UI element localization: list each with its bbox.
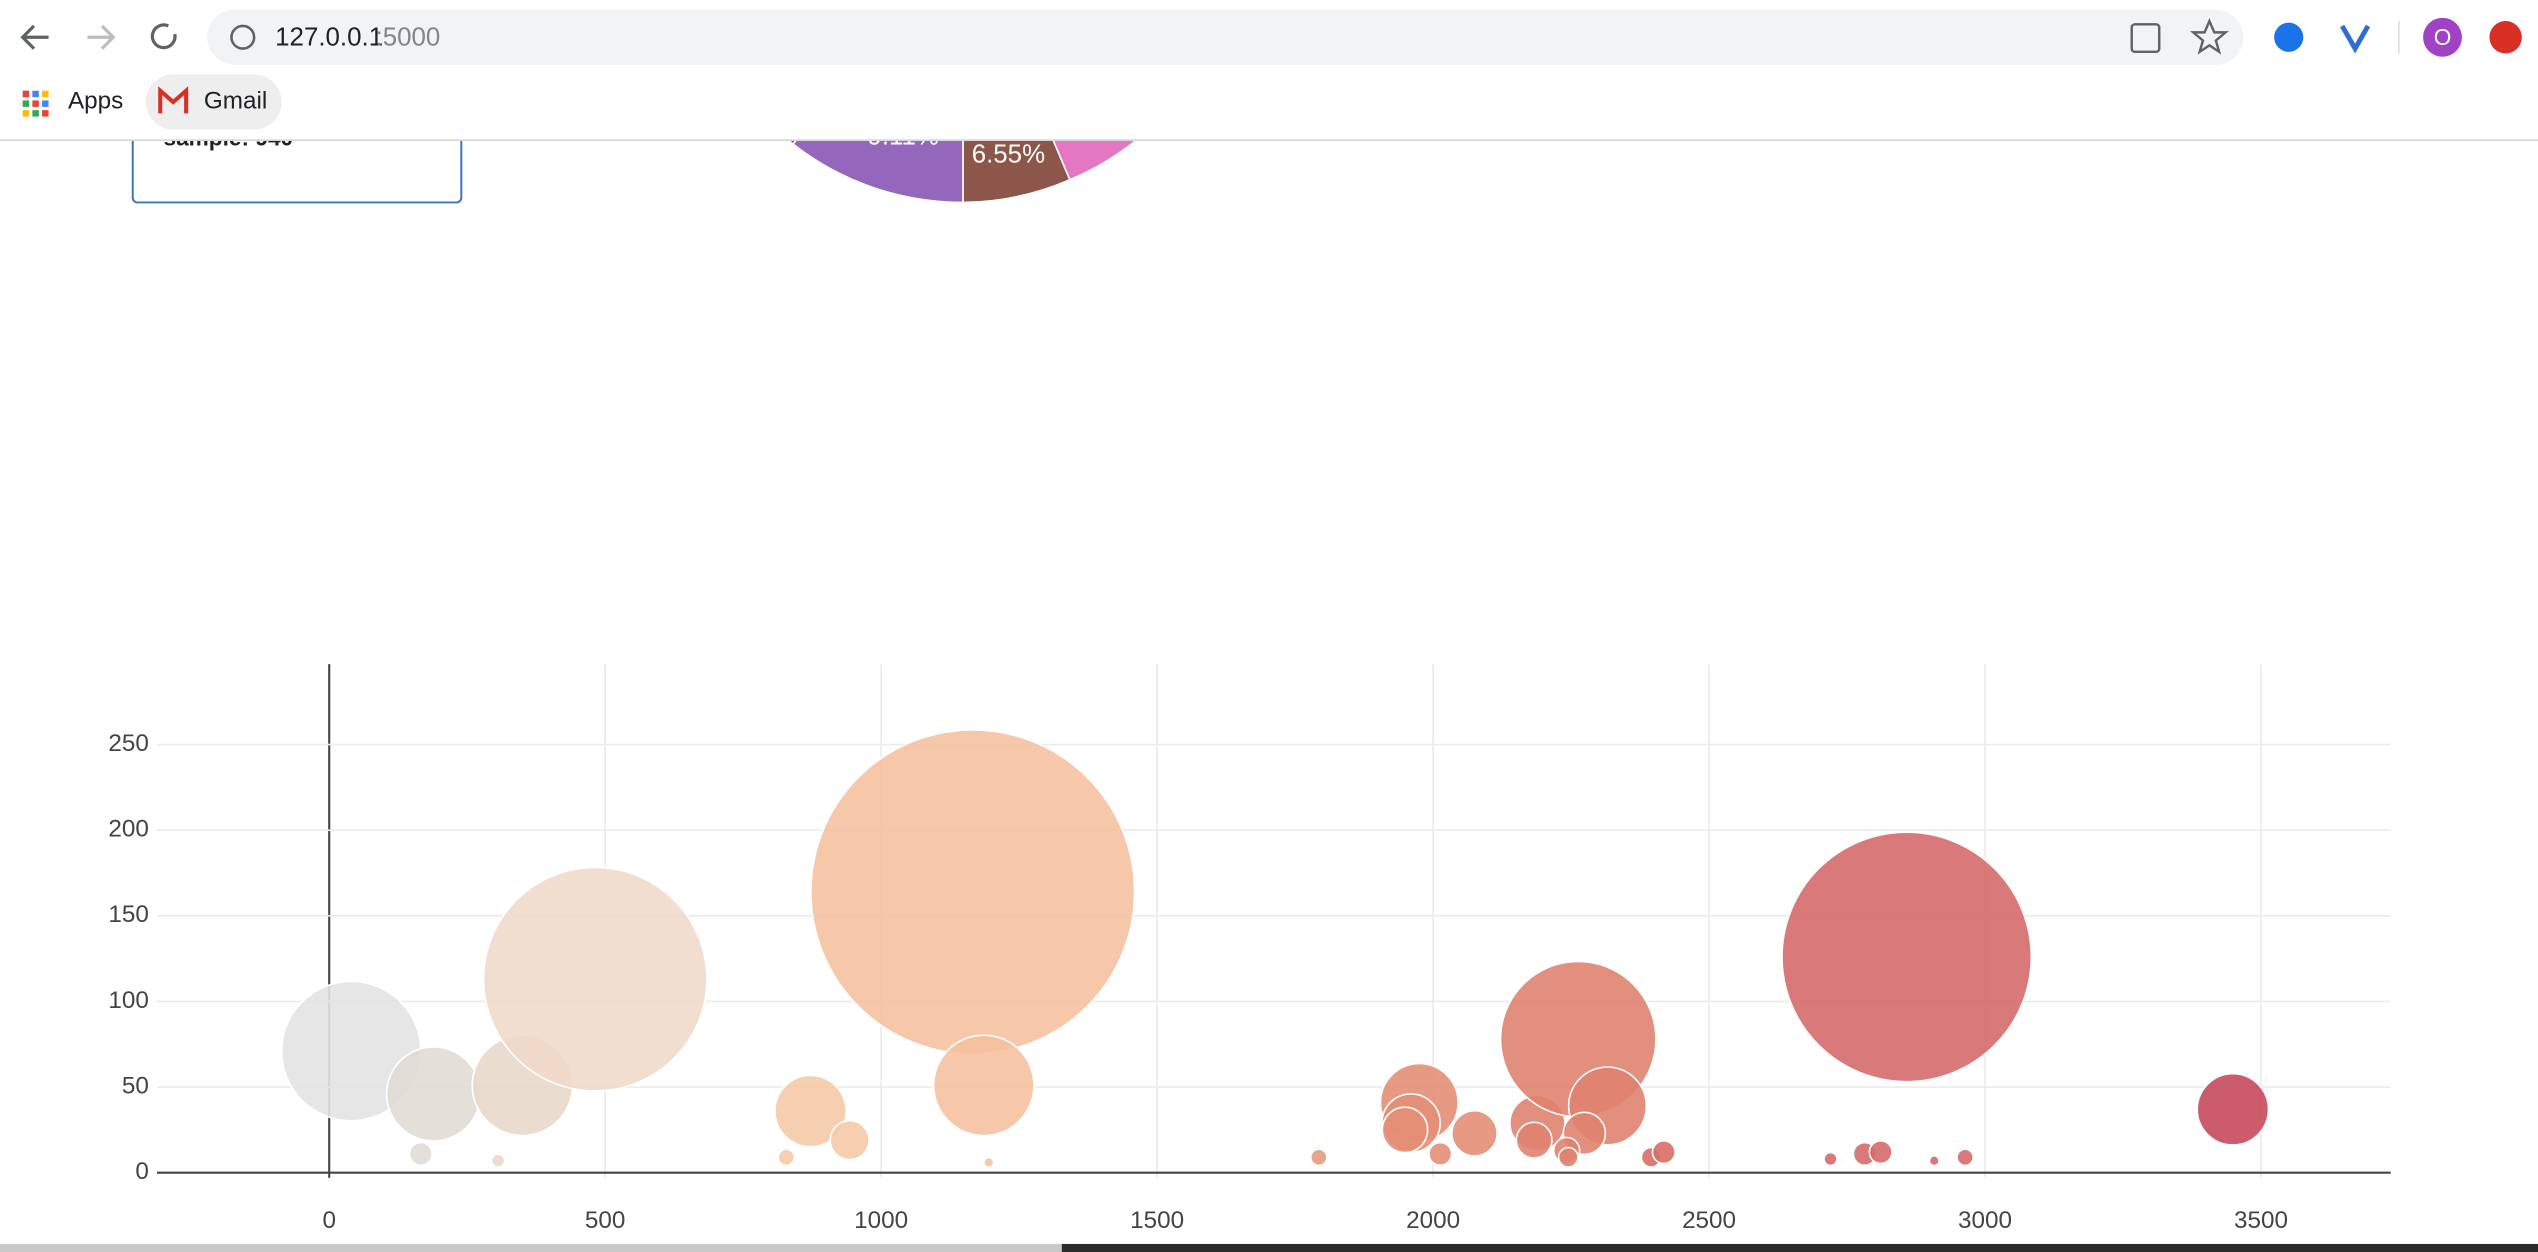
- bubble: [1381, 1106, 1429, 1154]
- gmail-icon: [158, 86, 189, 114]
- editor-strip: [1061, 1243, 2538, 1252]
- bubble: [482, 866, 708, 1092]
- x-tick-label: 2500: [1682, 1207, 1736, 1234]
- bubble: [810, 729, 1136, 1055]
- reload-button[interactable]: [150, 23, 177, 50]
- bubble: [1428, 1141, 1453, 1167]
- update-icon[interactable]: [2489, 21, 2522, 54]
- bubble: [1451, 1109, 1498, 1157]
- y-tick-label: 150: [108, 901, 148, 928]
- x-tick-label: 1500: [1130, 1207, 1184, 1234]
- bubble: [1515, 1121, 1553, 1159]
- profile-avatar[interactable]: [2423, 17, 2462, 57]
- bubble: [1781, 831, 2033, 1083]
- x-tick-label: 3000: [1958, 1207, 2012, 1234]
- forward-button[interactable]: [87, 24, 116, 50]
- bubble: [932, 1034, 1035, 1137]
- bookmark-chip[interactable]: [145, 74, 282, 130]
- y-tick-label: 50: [122, 1072, 149, 1099]
- browser-header: 127.0.0.1 :5000 O Apps Gmail: [0, 0, 2538, 141]
- bookmark-star[interactable]: [2189, 17, 2229, 55]
- bubble: [1309, 1148, 1328, 1167]
- bookmark-apps[interactable]: Apps: [68, 87, 123, 114]
- bubble: [385, 1046, 482, 1142]
- bubble: [829, 1119, 870, 1161]
- bubble: [1928, 1155, 1940, 1167]
- bubble: [1823, 1151, 1838, 1167]
- y-tick-label: 250: [108, 730, 148, 757]
- bubble: [983, 1156, 995, 1169]
- url-host: 127.0.0.1: [275, 24, 383, 52]
- translate-icon[interactable]: [2130, 23, 2161, 54]
- bubble-chart: 0 500 1000 1500 2000 2500 3000 3500 0 50 100 150 200…: [108, 664, 2391, 1234]
- url-port: :5000: [376, 24, 441, 52]
- pie-label: 6.55%: [972, 140, 1045, 168]
- address-bar[interactable]: [207, 9, 2244, 65]
- y-tick-label: 100: [108, 987, 148, 1014]
- x-tick-label: 3500: [2234, 1207, 2288, 1234]
- bubble: [490, 1153, 506, 1169]
- apps-icon[interactable]: [22, 90, 49, 117]
- x-tick-label: 1000: [854, 1207, 908, 1234]
- bubble: [408, 1141, 433, 1167]
- x-tick-label: 0: [322, 1207, 335, 1234]
- bubble: [1651, 1140, 1676, 1165]
- info-icon[interactable]: [230, 24, 256, 50]
- y-tick-label: 200: [108, 816, 148, 843]
- bubble: [777, 1148, 796, 1167]
- y-tick-label: 0: [135, 1158, 148, 1185]
- bubble: [1868, 1140, 1893, 1165]
- profile-initial: O: [2434, 24, 2452, 50]
- extension-icon[interactable]: [2340, 24, 2371, 54]
- back-button[interactable]: [20, 24, 49, 50]
- bubble: [1557, 1146, 1579, 1168]
- bubble: [1956, 1148, 1975, 1167]
- bubble: [2196, 1072, 2270, 1146]
- x-tick-label: 500: [585, 1207, 625, 1234]
- scroll-strip: [0, 1243, 1062, 1252]
- bookmark-gmail[interactable]: Gmail: [204, 87, 267, 114]
- bubble: [774, 1074, 847, 1148]
- x-tick-label: 2000: [1406, 1207, 1460, 1234]
- extension-icon[interactable]: [2274, 22, 2304, 52]
- toolbar: 127.0.0.1 :5000 O Apps Gmail: [20, 9, 2522, 130]
